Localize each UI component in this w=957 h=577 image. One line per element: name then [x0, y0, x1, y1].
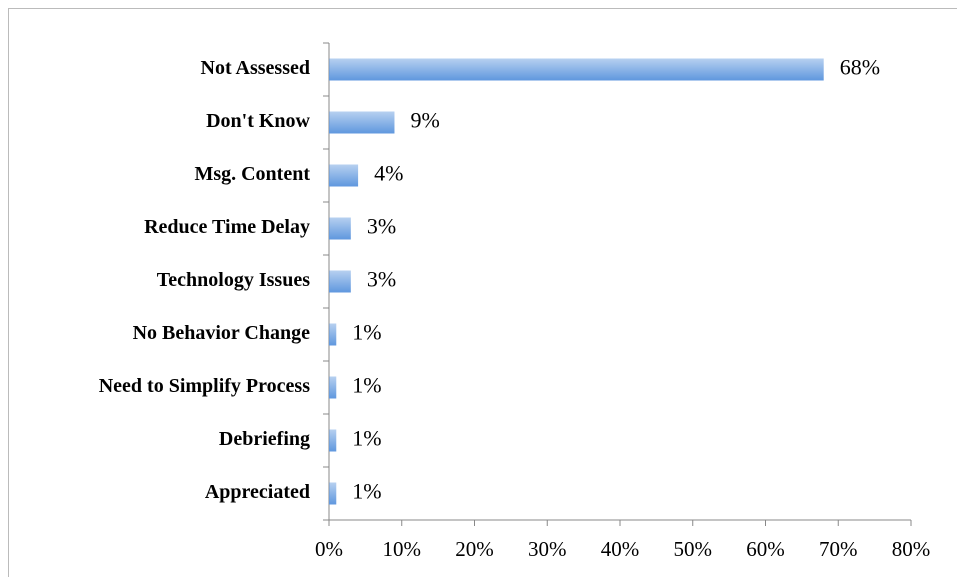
x-tick-label: 30% [528, 537, 567, 561]
bar [329, 482, 337, 505]
x-tick-label: 70% [819, 537, 858, 561]
x-tick-label: 0% [315, 537, 343, 561]
bar [329, 217, 351, 240]
bar [329, 270, 351, 293]
data-label: 3% [367, 214, 396, 239]
data-label: 9% [410, 108, 439, 133]
y-tick-label: Not Assessed [201, 57, 310, 79]
x-tick-label: 80% [892, 537, 931, 561]
bar [329, 111, 395, 134]
data-label: 4% [374, 161, 403, 186]
bar [329, 164, 359, 187]
y-tick-label: Need to Simplify Process [99, 375, 310, 397]
y-tick-label: No Behavior Change [133, 322, 311, 344]
x-tick-label: 60% [746, 537, 785, 561]
data-label: 3% [367, 267, 396, 292]
y-tick-label: Appreciated [205, 481, 310, 503]
bar [329, 429, 337, 452]
bar [329, 58, 824, 81]
y-tick-label: Technology Issues [157, 269, 310, 291]
x-tick-label: 50% [674, 537, 713, 561]
x-tick-label: 20% [455, 537, 494, 561]
data-label: 1% [352, 479, 381, 504]
y-tick-label: Reduce Time Delay [144, 216, 310, 238]
chart-frame [8, 8, 957, 577]
data-label: 1% [352, 426, 381, 451]
bar [329, 323, 337, 346]
y-tick-label: Debriefing [219, 428, 310, 450]
x-tick-label: 10% [383, 537, 422, 561]
data-label: 1% [352, 373, 381, 398]
data-label: 68% [840, 55, 880, 80]
y-tick-label: Don't Know [206, 110, 310, 132]
y-tick-label: Msg. Content [194, 163, 310, 185]
x-tick-label: 40% [601, 537, 640, 561]
data-label: 1% [352, 320, 381, 345]
bar [329, 376, 337, 399]
